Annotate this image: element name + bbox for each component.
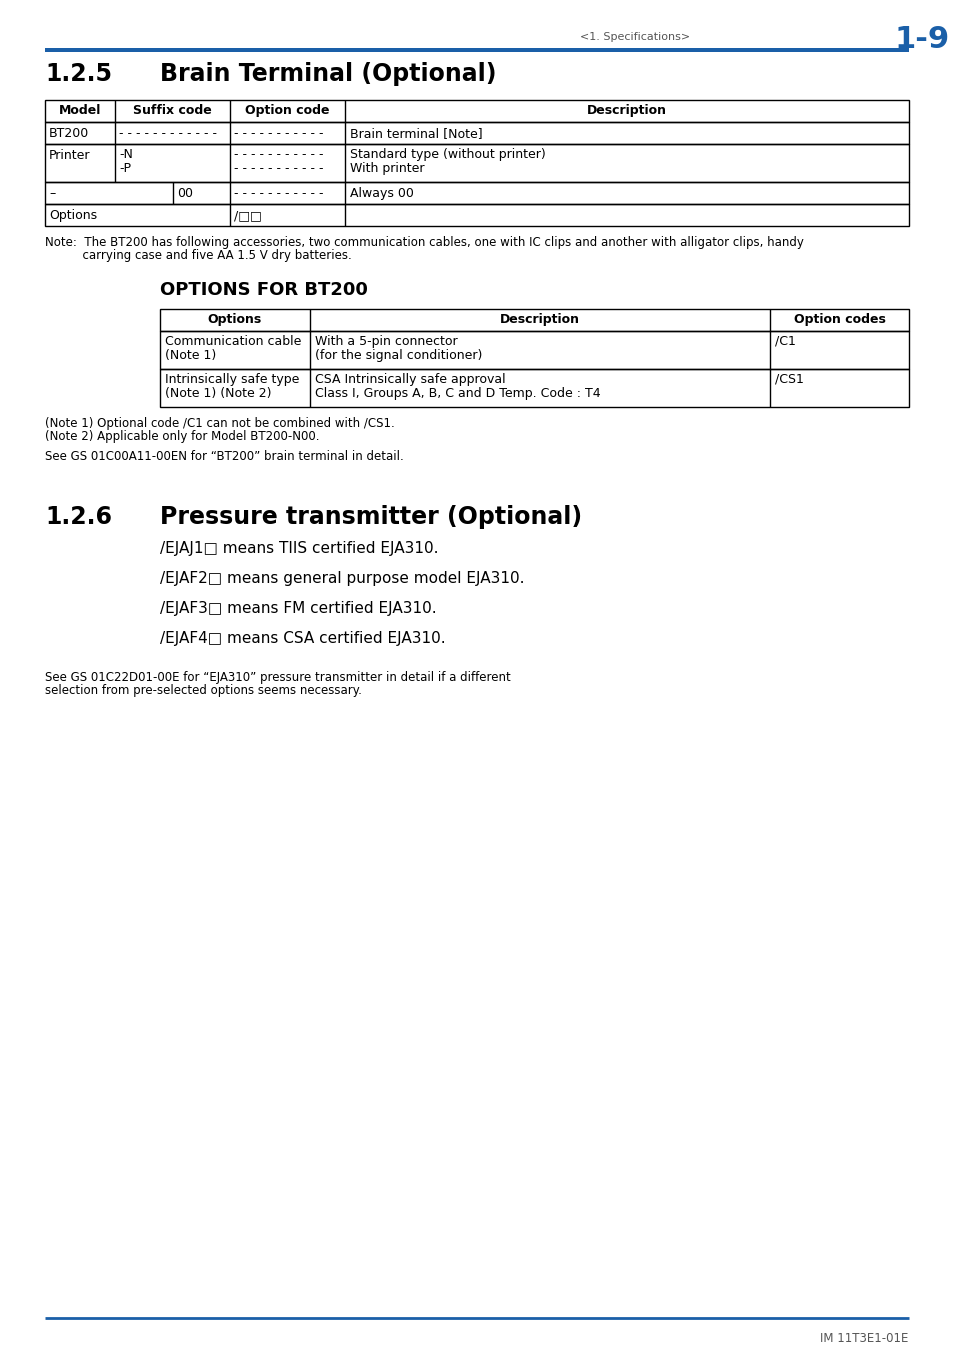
Text: Pressure transmitter (Optional): Pressure transmitter (Optional) — [160, 505, 581, 529]
Text: Model: Model — [59, 104, 101, 117]
Text: (Note 1) (Note 2): (Note 1) (Note 2) — [165, 387, 272, 400]
Text: Intrinsically safe type: Intrinsically safe type — [165, 373, 299, 386]
Text: Communication cable: Communication cable — [165, 335, 301, 348]
Text: Brain Terminal (Optional): Brain Terminal (Optional) — [160, 62, 496, 86]
Text: Class I, Groups A, B, C and D Temp. Code : T4: Class I, Groups A, B, C and D Temp. Code… — [314, 387, 600, 400]
Text: Always 00: Always 00 — [350, 188, 414, 200]
Text: /EJAF4□ means CSA certified EJA310.: /EJAF4□ means CSA certified EJA310. — [160, 630, 445, 647]
Text: Options: Options — [49, 209, 97, 221]
Bar — [45, 144, 908, 182]
Bar — [45, 122, 908, 144]
Text: (Note 1): (Note 1) — [165, 350, 216, 362]
Text: Options: Options — [208, 313, 262, 325]
Bar — [160, 369, 908, 406]
Text: /EJAF2□ means general purpose model EJA310.: /EJAF2□ means general purpose model EJA3… — [160, 571, 524, 586]
Text: With a 5-pin connector: With a 5-pin connector — [314, 335, 457, 348]
Bar — [45, 204, 908, 225]
Text: /CS1: /CS1 — [774, 373, 803, 386]
Text: - - - - - - - - - - -: - - - - - - - - - - - — [233, 162, 323, 176]
Text: (Note 1) Optional code /C1 can not be combined with /CS1.: (Note 1) Optional code /C1 can not be co… — [45, 417, 395, 431]
Text: See GS 01C22D01-00E for “EJA310” pressure transmitter in detail if a different: See GS 01C22D01-00E for “EJA310” pressur… — [45, 671, 510, 684]
Text: carrying case and five AA 1.5 V dry batteries.: carrying case and five AA 1.5 V dry batt… — [45, 248, 352, 262]
Text: With printer: With printer — [350, 162, 424, 176]
Text: OPTIONS FOR BT200: OPTIONS FOR BT200 — [160, 281, 368, 298]
Text: /EJAF3□ means FM certified EJA310.: /EJAF3□ means FM certified EJA310. — [160, 601, 436, 616]
Text: 00: 00 — [177, 188, 193, 200]
Text: <1. Specifications>: <1. Specifications> — [579, 32, 689, 42]
Bar — [160, 309, 908, 331]
Text: 1.2.6: 1.2.6 — [45, 505, 112, 529]
Text: /□□: /□□ — [233, 209, 261, 221]
Text: -N: -N — [119, 148, 132, 161]
Bar — [45, 49, 908, 51]
Text: Standard type (without printer): Standard type (without printer) — [350, 148, 545, 161]
Text: - - - - - - - - - - -: - - - - - - - - - - - — [233, 188, 323, 200]
Text: 1-9: 1-9 — [894, 26, 949, 54]
Text: Printer: Printer — [49, 148, 91, 162]
Text: selection from pre-selected options seems necessary.: selection from pre-selected options seem… — [45, 684, 361, 697]
Bar — [160, 331, 908, 369]
Text: Option codes: Option codes — [793, 313, 884, 325]
Text: /C1: /C1 — [774, 335, 795, 348]
Text: - - - - - - - - - - -: - - - - - - - - - - - — [233, 127, 323, 140]
Text: Description: Description — [586, 104, 666, 117]
Text: /EJAJ1□ means TIIS certified EJA310.: /EJAJ1□ means TIIS certified EJA310. — [160, 541, 438, 556]
Bar — [45, 182, 908, 204]
Text: Suffix code: Suffix code — [133, 104, 212, 117]
Text: 1.2.5: 1.2.5 — [45, 62, 112, 86]
Text: -P: -P — [119, 162, 131, 176]
Text: Option code: Option code — [245, 104, 330, 117]
Text: - - - - - - - - - - - -: - - - - - - - - - - - - — [119, 127, 216, 140]
Text: Description: Description — [499, 313, 579, 325]
Text: See GS 01C00A11-00EN for “BT200” brain terminal in detail.: See GS 01C00A11-00EN for “BT200” brain t… — [45, 450, 403, 463]
Text: IM 11T3E1-01E: IM 11T3E1-01E — [820, 1332, 907, 1345]
Text: Note:  The BT200 has following accessories, two communication cables, one with I: Note: The BT200 has following accessorie… — [45, 236, 803, 248]
Text: (Note 2) Applicable only for Model BT200-N00.: (Note 2) Applicable only for Model BT200… — [45, 431, 319, 443]
Text: –: – — [49, 188, 55, 200]
Text: (for the signal conditioner): (for the signal conditioner) — [314, 350, 482, 362]
Text: - - - - - - - - - - -: - - - - - - - - - - - — [233, 148, 323, 161]
Bar — [45, 100, 908, 122]
Text: BT200: BT200 — [49, 127, 90, 140]
Text: CSA Intrinsically safe approval: CSA Intrinsically safe approval — [314, 373, 505, 386]
Text: Brain terminal [Note]: Brain terminal [Note] — [350, 127, 482, 140]
